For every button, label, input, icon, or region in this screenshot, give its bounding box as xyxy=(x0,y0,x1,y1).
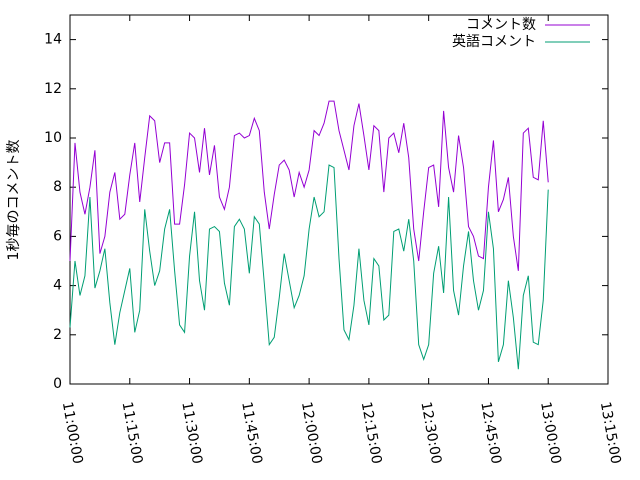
y-tick-label: 2 xyxy=(53,327,62,343)
y-axis-label: 1秒毎のコメント数 xyxy=(6,140,22,261)
y-tick-label: 8 xyxy=(53,179,62,195)
x-tick-label: 11:15:00 xyxy=(119,401,146,466)
x-tick-label: 11:00:00 xyxy=(59,401,86,466)
x-tick-label: 12:00:00 xyxy=(298,401,325,466)
y-tick-label: 10 xyxy=(44,130,62,146)
x-tick-label: 11:45:00 xyxy=(238,401,265,466)
legend-label: 英語コメント xyxy=(452,33,536,50)
y-tick-label: 14 xyxy=(44,32,62,48)
series-line xyxy=(69,100,549,271)
y-tick-label: 4 xyxy=(53,278,62,294)
y-tick-label: 0 xyxy=(53,376,62,392)
series-line xyxy=(69,164,549,370)
y-tick-label: 6 xyxy=(53,228,62,244)
y-tick-label: 12 xyxy=(44,81,62,97)
x-tick-label: 12:45:00 xyxy=(477,401,504,466)
x-tick-label: 13:15:00 xyxy=(597,401,624,466)
x-tick-label: 12:30:00 xyxy=(417,401,444,466)
x-tick-label: 11:30:00 xyxy=(178,401,205,466)
x-tick-label: 13:00:00 xyxy=(537,401,564,466)
plot-frame xyxy=(69,14,609,385)
legend-label: コメント数 xyxy=(466,17,536,33)
x-tick-label: 12:15:00 xyxy=(358,401,385,466)
